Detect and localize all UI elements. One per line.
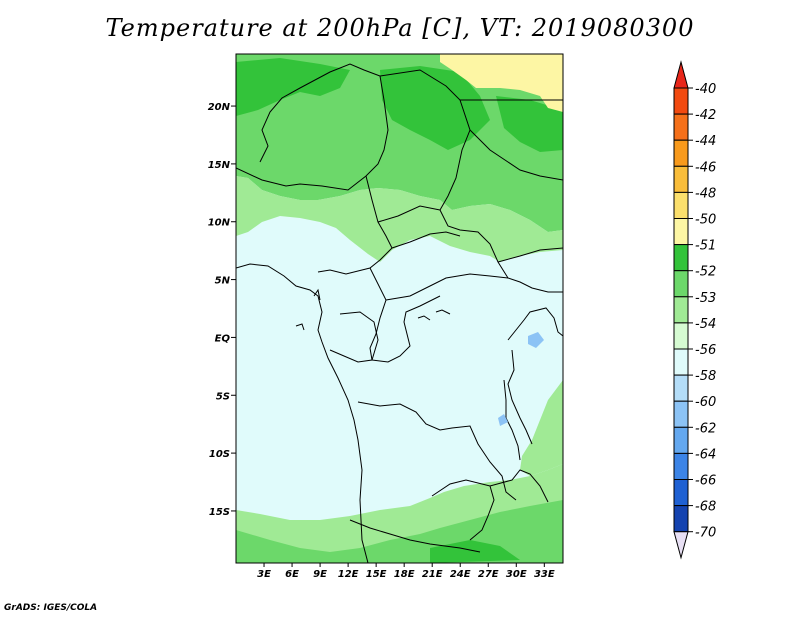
colorbar-swatch	[673, 374, 689, 402]
colorbar-swatch	[673, 479, 689, 507]
colorbar-swatch	[673, 426, 689, 454]
colorbar-bottom-arrow	[673, 531, 689, 560]
lat-label: 15S	[209, 507, 230, 518]
field-green-north	[236, 54, 563, 232]
colorbar-label: -48	[695, 186, 716, 201]
colorbar-swatch	[673, 270, 689, 298]
colorbar-label: -62	[695, 421, 716, 436]
lon-label: 21E	[422, 569, 443, 580]
colorbar-swatch	[673, 218, 689, 246]
map-frame	[235, 53, 564, 564]
lat-label: 5N	[215, 276, 231, 287]
lat-label: EQ	[215, 333, 231, 344]
colorbar: -40 -42 -44 -46 -48 -50 -51 -52 -53 -54 -56 -58 -60 -…	[673, 60, 716, 560]
colorbar-swatch	[673, 296, 689, 324]
field-yellow-ne	[440, 54, 563, 112]
field-dark-green-north-c	[496, 96, 563, 152]
lat-label: 10S	[209, 449, 230, 460]
colorbar-label: -50	[695, 213, 716, 228]
lon-label: 12E	[338, 569, 359, 580]
colorbar-label: -70	[695, 526, 716, 541]
lon-label: 6E	[285, 569, 299, 580]
lat-label: 10N	[208, 218, 231, 229]
colorbar-label: -44	[695, 134, 716, 149]
colorbar-label: -40	[695, 82, 716, 97]
lon-label: 24E	[450, 569, 471, 580]
map-plot-area	[236, 54, 563, 563]
colorbar-swatch	[673, 165, 689, 193]
latitude-axis: 20N 15N 10N 5N EQ 5S 10S 15S	[208, 102, 236, 518]
colorbar-swatch	[673, 452, 689, 480]
country-borders	[236, 63, 563, 563]
field-pale-green-mid	[236, 176, 563, 262]
colorbar-label: -54	[695, 317, 716, 332]
lat-label: 20N	[208, 102, 231, 113]
colorbar-swatch	[673, 139, 689, 167]
colorbar-swatch	[673, 400, 689, 428]
colorbar-top-arrow	[673, 60, 689, 89]
credit-label: GrADS: IGES/COLA	[4, 603, 98, 613]
colorbar-label: -60	[695, 395, 716, 410]
lon-label: 27E	[478, 569, 499, 580]
field-dark-green-north-a	[380, 66, 490, 150]
colorbar-swatch	[673, 191, 689, 219]
colorbar-swatch	[673, 87, 689, 115]
lon-label: 9E	[313, 569, 327, 580]
lat-label: 5S	[216, 391, 230, 402]
colorbar-label: -42	[695, 108, 716, 123]
colorbar-label: -58	[695, 369, 716, 384]
field-pale-green-east	[520, 380, 563, 476]
colorbar-label: -64	[695, 447, 716, 462]
colorbar-swatch	[673, 505, 689, 533]
colorbar-label: -53	[695, 291, 716, 306]
field-dark-green-north-b	[236, 58, 350, 116]
colorbar-label: -66	[695, 474, 716, 489]
colorbar-swatch	[673, 348, 689, 376]
lon-label: 18E	[394, 569, 415, 580]
colorbar-swatch	[673, 322, 689, 350]
colorbar-swatch	[673, 113, 689, 141]
lon-label: 3E	[257, 569, 271, 580]
lakes	[498, 332, 544, 426]
colorbar-swatch	[673, 244, 689, 272]
lon-label: 33E	[534, 569, 555, 580]
longitude-axis: 3E 6E 9E 12E 15E 18E 21E 24E 27E 30E 33E	[257, 563, 555, 580]
map-title: Temperature at 200hPa [C], VT: 201908030…	[105, 14, 695, 42]
temperature-map: 20N 15N 10N 5N EQ 5S 10S 15S 3E 6E 9E 12E 15E 18E 21E…	[208, 53, 716, 580]
lat-label: 15N	[208, 160, 231, 171]
colorbar-label: -52	[695, 265, 716, 280]
colorbar-label: -56	[695, 343, 716, 358]
colorbar-label: -51	[695, 239, 716, 254]
lon-label: 15E	[366, 569, 387, 580]
lon-label: 30E	[506, 569, 527, 580]
colorbar-label: -68	[695, 500, 716, 515]
colorbar-label: -46	[695, 160, 716, 175]
